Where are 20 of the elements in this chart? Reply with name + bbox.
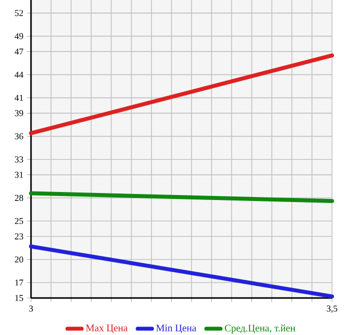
- y-tick-label: 31: [14, 172, 23, 178]
- legend-label: Сред.Цена, т.йен: [224, 324, 296, 334]
- legend-label: Min Цена: [156, 324, 196, 334]
- y-tick-label: 23: [14, 233, 24, 240]
- y-tick-label: 25: [14, 218, 24, 224]
- y-tick-label: 52: [15, 10, 23, 16]
- x-tick-label: 3: [29, 306, 33, 312]
- y-tick-label: 33: [14, 156, 24, 162]
- y-tick-label: 39: [14, 110, 24, 116]
- y-tick-label: 41: [14, 94, 23, 101]
- y-tick-label: 17: [15, 280, 24, 286]
- legend-label: Max Цена: [86, 324, 128, 334]
- y-tick-label: 20: [14, 256, 24, 263]
- y-tick-label: 44: [14, 72, 24, 78]
- y-tick-label: 36: [14, 133, 24, 140]
- y-tick-label: 49: [14, 33, 24, 40]
- y-tick-label: 47: [14, 48, 24, 55]
- y-tick-label: 28: [14, 194, 24, 201]
- x-tick-label: 3,5: [326, 306, 338, 313]
- y-tick-label: 15: [15, 294, 24, 302]
